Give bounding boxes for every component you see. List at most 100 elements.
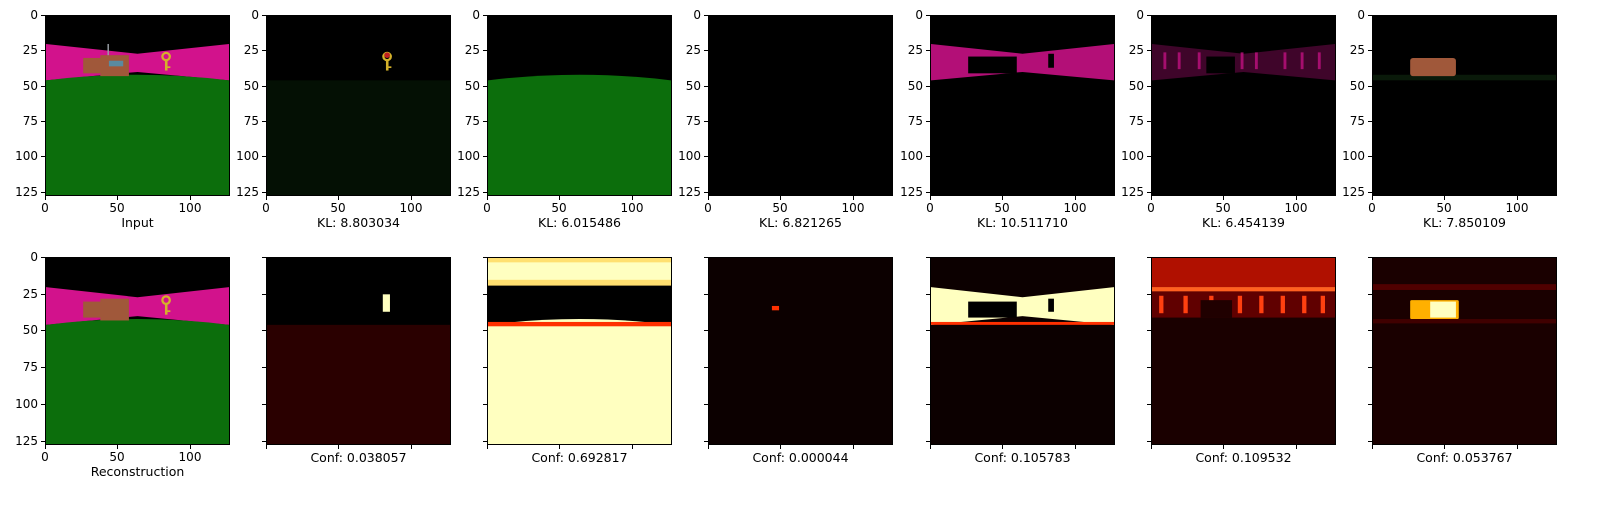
y-tick-label: 50 [22, 323, 38, 337]
edge-streak [1159, 295, 1164, 314]
x-tick-label: 50 [551, 201, 567, 215]
y-tick-label: 100 [457, 149, 480, 163]
y-tick-mark [704, 441, 708, 442]
y-tick-mark [926, 367, 930, 368]
y-tick-mark [704, 50, 708, 51]
y-tick-label: 0 [1136, 8, 1144, 22]
box-hot [1430, 301, 1456, 318]
x-tick-mark [1002, 445, 1003, 449]
y-tick-label: 100 [1342, 149, 1365, 163]
key-red-tint [384, 52, 390, 58]
x-tick-mark [930, 196, 931, 200]
top-row-panel-3 [487, 15, 672, 196]
x-tick-label: 100 [1284, 201, 1308, 215]
panel-image [267, 16, 450, 195]
y-tick-mark [483, 156, 487, 157]
x-tick-mark [338, 445, 339, 449]
y-tick-mark [262, 330, 266, 331]
x-tick-label: 50 [772, 201, 788, 215]
wall-streak [1177, 52, 1181, 70]
x-tick-label: 0 [41, 450, 49, 464]
panel-image [1152, 258, 1335, 444]
y-tick-mark [1147, 367, 1151, 368]
y-tick-mark [926, 121, 930, 122]
bottom-row-panel-4 [708, 257, 893, 445]
key-hole [1048, 53, 1054, 68]
panel-caption: Conf: 0.109532 [1195, 450, 1292, 465]
edge-streak [1302, 295, 1307, 314]
bottom-row-panel-6 [1151, 257, 1336, 445]
x-tick-label: 100 [178, 450, 202, 464]
wall-streak [1197, 52, 1201, 70]
floor-hot [488, 319, 671, 444]
y-tick-mark [483, 121, 487, 122]
y-tick-label: 75 [22, 360, 38, 374]
panel-image [709, 258, 892, 444]
y-tick-mark [926, 50, 930, 51]
x-tick-mark [266, 196, 267, 200]
y-tick-mark [1147, 294, 1151, 295]
x-tick-label: 50 [1436, 201, 1452, 215]
y-tick-label: 25 [243, 43, 259, 57]
y-tick-label: 125 [15, 434, 38, 448]
x-tick-mark [1151, 196, 1152, 200]
y-tick-label: 50 [464, 79, 480, 93]
top-row-panel-6 [1151, 15, 1336, 196]
key-hole [1048, 298, 1054, 312]
y-tick-mark [1368, 156, 1372, 157]
x-tick-mark [930, 445, 931, 449]
panel-caption: KL: 6.454139 [1202, 215, 1285, 230]
x-tick-label: 50 [330, 201, 346, 215]
panel-image [709, 16, 892, 195]
y-tick-mark [483, 50, 487, 51]
top-edge [1152, 287, 1335, 292]
wall-streak [1300, 52, 1304, 70]
y-tick-mark [704, 367, 708, 368]
hot-dot [771, 305, 780, 311]
x-tick-mark [117, 445, 118, 449]
box-object [83, 298, 129, 321]
wall-streak [1317, 52, 1321, 70]
y-tick-label: 25 [685, 43, 701, 57]
y-tick-label: 100 [236, 149, 259, 163]
x-tick-mark [45, 445, 46, 449]
sky-core [488, 262, 671, 280]
y-tick-mark [483, 330, 487, 331]
y-tick-label: 25 [907, 43, 923, 57]
x-tick-label: 50 [994, 201, 1010, 215]
y-tick-label: 100 [900, 149, 923, 163]
top-row-panel-2 [266, 15, 451, 196]
y-tick-mark [262, 294, 266, 295]
y-tick-label: 0 [1357, 8, 1365, 22]
wall-streak [1283, 52, 1287, 70]
top-row-panel-1 [45, 15, 230, 196]
y-tick-mark [926, 257, 930, 258]
x-tick-mark [780, 445, 781, 449]
background [709, 16, 892, 195]
y-tick-mark [926, 404, 930, 405]
y-tick-mark [1147, 121, 1151, 122]
y-tick-mark [926, 192, 930, 193]
bottom-row-panel-7 [1372, 257, 1557, 445]
y-tick-mark [704, 15, 708, 16]
x-tick-mark [411, 445, 412, 449]
y-tick-label: 75 [243, 114, 259, 128]
panel-image [931, 258, 1114, 444]
y-tick-label: 125 [15, 185, 38, 199]
bottom-row-panel-2 [266, 257, 451, 445]
y-tick-mark [1368, 294, 1372, 295]
y-tick-mark [1368, 86, 1372, 87]
y-tick-mark [262, 121, 266, 122]
x-tick-mark [1151, 445, 1152, 449]
y-tick-mark [483, 441, 487, 442]
y-tick-mark [704, 404, 708, 405]
bottom-row-panel-5 [930, 257, 1115, 445]
x-tick-mark [487, 445, 488, 449]
low-floor [267, 324, 450, 444]
y-tick-mark [483, 192, 487, 193]
x-tick-mark [853, 445, 854, 449]
panel-image [488, 258, 671, 444]
middle-band [1152, 291, 1335, 318]
y-tick-mark [41, 121, 45, 122]
x-tick-mark [1517, 445, 1518, 449]
